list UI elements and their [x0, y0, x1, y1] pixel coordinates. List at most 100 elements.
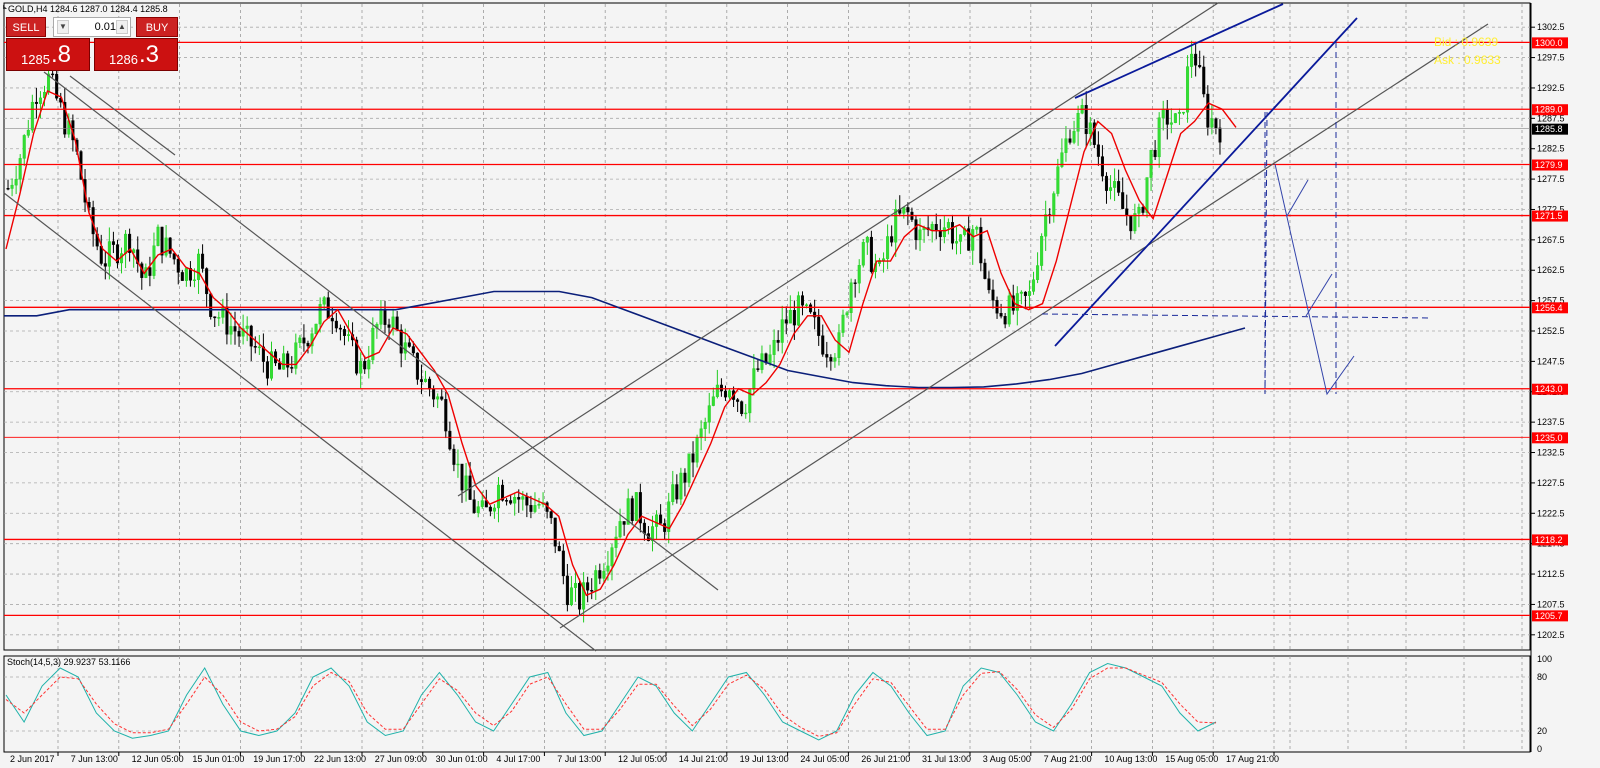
candle-body — [496, 484, 500, 509]
candle-body — [671, 484, 675, 502]
candle-body — [756, 368, 760, 370]
candle-body — [569, 587, 573, 606]
candle-body — [845, 312, 849, 316]
candle-body — [598, 570, 602, 579]
candle-body — [444, 399, 448, 432]
candle-body — [1165, 108, 1169, 125]
current-price-label: 1285.8 — [1535, 124, 1563, 134]
arrow-up-icon[interactable]: ▲ — [116, 20, 128, 34]
price-tick-label: 1267.5 — [1537, 235, 1565, 245]
candle-body — [1088, 122, 1092, 135]
candle-body — [1060, 152, 1064, 167]
candle-body — [780, 319, 784, 343]
buy-price-big: .3 — [139, 41, 160, 68]
candle-body — [829, 357, 833, 362]
candle-body — [14, 179, 18, 186]
candle-body — [865, 236, 869, 243]
chart-title-arrow-icon — [3, 5, 7, 9]
candle-body — [245, 325, 249, 329]
current-price-tag — [1532, 123, 1568, 135]
level-1300-tag — [1532, 37, 1568, 49]
candle-body — [967, 228, 971, 251]
candle-body — [338, 327, 342, 330]
candle-body — [1056, 166, 1060, 194]
candle-body — [217, 317, 221, 319]
candle-body — [168, 237, 172, 254]
candle-body — [679, 472, 683, 500]
candle-body — [740, 401, 744, 414]
candle-body — [752, 368, 756, 390]
projection-zigzag-3 — [1305, 273, 1333, 317]
price-tick-label: 1292.5 — [1537, 83, 1565, 93]
candle-body — [634, 492, 638, 521]
candle-body — [359, 360, 363, 374]
candle-body — [651, 526, 655, 542]
candle-body — [1186, 66, 1190, 113]
lot-size-value: 0.01 — [94, 21, 116, 33]
price-tick-label: 1247.5 — [1537, 356, 1565, 366]
candle-body — [602, 570, 606, 579]
candle-body — [533, 505, 537, 512]
candle-body — [229, 326, 233, 335]
candle-body — [501, 484, 505, 501]
candle-body — [176, 258, 180, 273]
candle-body — [111, 241, 115, 245]
candle-body — [930, 224, 934, 230]
candle-body — [590, 590, 594, 592]
candle-body — [156, 226, 160, 246]
time-label: 14 Jul 21:00 — [679, 754, 728, 764]
sell-button[interactable]: SELL — [6, 17, 46, 37]
candle-body — [1027, 291, 1031, 296]
candle-body — [265, 361, 269, 379]
candle-body — [278, 362, 282, 370]
price-tick-label: 1252.5 — [1537, 326, 1565, 336]
candle-body — [642, 522, 646, 534]
candle-body — [1181, 111, 1185, 114]
time-label: 7 Aug 21:00 — [1044, 754, 1092, 764]
candle-body — [197, 253, 201, 280]
level-1243-tag — [1532, 383, 1568, 395]
candle-body — [618, 521, 622, 538]
sell-price-box[interactable]: 1285 .8 — [6, 38, 90, 71]
level-1279-label: 1279.9 — [1535, 160, 1563, 170]
candle-body — [22, 135, 26, 159]
candle-body — [1023, 291, 1027, 296]
candle-body — [861, 242, 865, 266]
candle-body — [172, 253, 176, 260]
candle-body — [719, 384, 723, 392]
candle-body — [1161, 108, 1165, 118]
time-label: 12 Jul 05:00 — [618, 754, 667, 764]
candle-body — [6, 188, 10, 190]
candle-body — [55, 73, 59, 99]
candle-body — [622, 521, 626, 525]
candle-body — [1202, 66, 1206, 95]
candle-body — [736, 399, 740, 402]
price-tick-label: 1282.5 — [1537, 144, 1565, 154]
lot-size-input[interactable]: ▼ 0.01 ▲ — [53, 17, 131, 37]
candle-body — [586, 582, 590, 591]
level-1289-tag — [1532, 104, 1568, 116]
buy-price-box[interactable]: 1286 .3 — [94, 38, 178, 71]
candle-body — [180, 272, 184, 281]
candle-body — [424, 378, 428, 382]
buy-button[interactable]: BUY — [136, 17, 178, 37]
projection-zigzag-2 — [1286, 179, 1309, 217]
candle-body — [594, 570, 598, 591]
time-label: 19 Jul 13:00 — [740, 754, 789, 764]
candle-body — [38, 97, 42, 104]
arrow-down-icon[interactable]: ▼ — [57, 20, 69, 34]
candle-body — [18, 158, 22, 180]
projection-dashed-horizontal — [1041, 313, 1431, 319]
candle-body — [492, 507, 496, 512]
blue-resistance-trendline — [1074, 3, 1284, 99]
price-tick-label: 1207.5 — [1537, 599, 1565, 609]
candle-body — [314, 323, 318, 334]
candle-body — [1036, 265, 1040, 280]
level-1205-tag — [1532, 610, 1568, 622]
time-label: 30 Jun 01:00 — [436, 754, 488, 764]
candle-body — [480, 500, 484, 507]
candle-body — [1019, 291, 1023, 294]
candle-body — [505, 500, 509, 502]
